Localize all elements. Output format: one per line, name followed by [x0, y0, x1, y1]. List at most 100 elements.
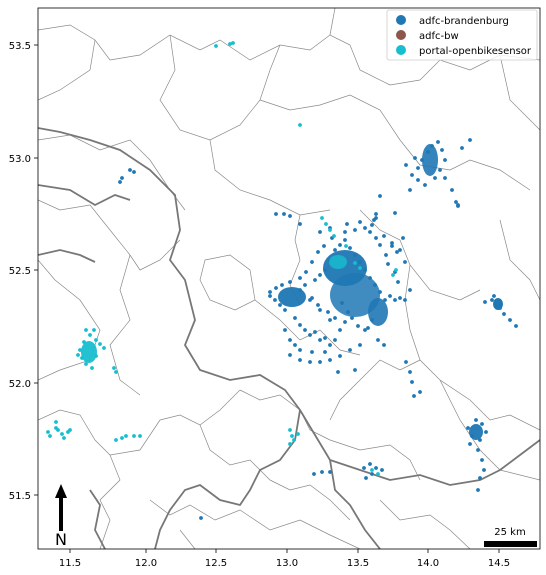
data-point [316, 303, 320, 307]
data-point [395, 250, 399, 254]
data-point [436, 140, 440, 144]
data-point [333, 248, 337, 252]
x-tick-label: 13.5 [347, 558, 369, 569]
y-tick-label: 52.5 [9, 266, 31, 277]
data-point [288, 442, 292, 446]
data-point [328, 343, 332, 347]
data-point [508, 318, 512, 322]
data-point [346, 310, 350, 314]
data-point [343, 238, 347, 242]
data-point [412, 394, 416, 398]
data-point [362, 466, 366, 470]
data-point [313, 278, 317, 282]
x-tick-label: 12.0 [135, 558, 157, 569]
legend-label: adfc-bw [419, 31, 459, 42]
data-point [318, 230, 322, 234]
data-point [273, 298, 277, 302]
data-point [382, 234, 386, 238]
data-point [408, 370, 412, 374]
data-point [378, 243, 382, 247]
data-point [78, 348, 82, 352]
data-point [120, 436, 124, 440]
north-label: N [55, 530, 67, 549]
data-point [366, 326, 370, 330]
data-point [114, 438, 118, 442]
data-point [353, 368, 357, 372]
data-point [132, 170, 136, 174]
data-point [370, 472, 374, 476]
data-point [438, 168, 442, 172]
data-point [298, 358, 302, 362]
data-point [288, 214, 292, 218]
data-point [410, 173, 414, 177]
data-point [440, 148, 444, 152]
data-point [340, 301, 344, 305]
legend-marker-adfc-brandenburg [396, 15, 406, 25]
data-point [353, 228, 357, 232]
data-point [423, 183, 427, 187]
data-point [318, 360, 322, 364]
data-point [374, 212, 378, 216]
scale-bar: 25 km [484, 527, 537, 547]
data-point [433, 176, 437, 180]
data-point [401, 236, 405, 240]
data-point [474, 418, 478, 422]
y-tick-label: 51.5 [9, 491, 31, 502]
data-point [408, 188, 412, 192]
data-point [468, 442, 472, 446]
data-point [290, 434, 294, 438]
data-point [280, 283, 284, 287]
x-tick-label: 14.0 [417, 558, 439, 569]
data-point [478, 438, 482, 442]
data-point [388, 294, 392, 298]
series-adfc-brandenburg [118, 138, 518, 520]
data-point [383, 298, 387, 302]
data-point [396, 280, 400, 284]
data-point [483, 300, 487, 304]
data-point [333, 338, 337, 342]
legend: adfc-brandenburg adfc-bw portal-openbike… [386, 9, 538, 61]
data-point [102, 346, 106, 350]
data-point [68, 428, 72, 432]
data-point [390, 241, 394, 245]
data-cluster-potsdam [278, 287, 306, 307]
data-point [368, 276, 372, 280]
axes-frame [37, 7, 541, 550]
data-point [88, 333, 92, 337]
data-point [370, 318, 374, 322]
data-point [274, 212, 278, 216]
y-tick-label: 53.5 [9, 41, 31, 52]
data-point [476, 488, 480, 492]
data-point [308, 360, 312, 364]
data-point [298, 276, 302, 280]
y-tick-label: 53.0 [9, 154, 31, 165]
data-point [304, 270, 308, 274]
data-point [338, 328, 342, 332]
x-axis [69, 549, 500, 553]
data-point [363, 226, 367, 230]
data-point [404, 163, 408, 167]
data-point [502, 312, 506, 316]
data-point [408, 288, 412, 292]
data-point [323, 268, 327, 272]
data-point [391, 273, 395, 277]
data-point [54, 420, 58, 424]
data-point [372, 218, 376, 222]
y-tick-labels: 53.5 53.0 52.5 52.0 51.5 [9, 41, 31, 502]
data-point [324, 222, 328, 226]
data-point [344, 244, 348, 248]
data-point [358, 266, 362, 270]
cyan-scatter-points [46, 41, 398, 476]
data-point [48, 434, 52, 438]
data-point [426, 150, 430, 154]
data-point [76, 353, 80, 357]
x-tick-label: 14.5 [488, 558, 510, 569]
data-point [328, 358, 332, 362]
data-point [214, 44, 218, 48]
data-point [393, 298, 397, 302]
data-point [292, 438, 296, 442]
data-point [283, 308, 287, 312]
data-point [370, 468, 374, 472]
x-tick-label: 12.5 [205, 558, 227, 569]
data-point [358, 220, 362, 224]
